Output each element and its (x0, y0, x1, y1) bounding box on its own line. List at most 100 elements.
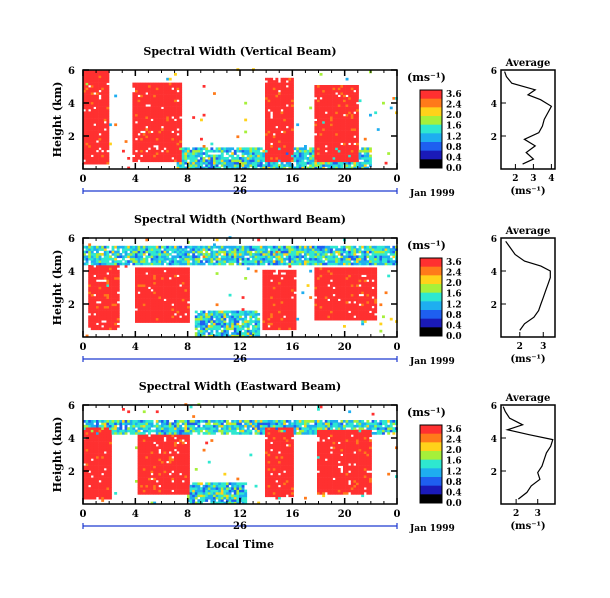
heatmap-cell (163, 152, 167, 155)
heatmap-cell (101, 135, 105, 139)
heatmap-cell (187, 317, 190, 321)
heatmap-cell (337, 147, 341, 151)
heatmap-cell (137, 250, 141, 254)
heatmap-cell (205, 164, 209, 167)
heatmap-cell (155, 116, 159, 119)
heatmap-cell (137, 137, 141, 141)
heatmap-cell (194, 248, 198, 251)
heatmap-cell (163, 260, 167, 263)
heatmap-cell (322, 291, 326, 295)
heatmap-cell (197, 245, 201, 249)
heatmap-cell (85, 125, 89, 129)
heatmap-cell (319, 106, 323, 110)
heatmap-cell (283, 257, 287, 261)
heatmap-cell (252, 245, 255, 249)
heatmap-cell (345, 315, 349, 319)
heatmap-cell (272, 154, 276, 158)
heatmap-cell (171, 301, 175, 304)
heatmap-cell (239, 250, 242, 254)
heatmap-cell (98, 248, 102, 251)
heatmap-cell (363, 298, 367, 302)
heatmap-cell (265, 298, 268, 302)
heatmap-cell (278, 277, 281, 280)
heatmap-cell (163, 286, 167, 290)
heatmap-cell (187, 269, 190, 273)
heatmap-cell (98, 313, 102, 316)
heatmap-cell (101, 315, 105, 319)
heatmap-cell (158, 298, 162, 302)
heatmap-cell (174, 130, 177, 134)
heatmap-cell (101, 116, 105, 119)
heatmap-cell (140, 289, 144, 292)
heatmap-cell (252, 320, 255, 323)
heatmap-cell (324, 284, 328, 287)
heatmap-cell (148, 111, 151, 115)
heatmap-cell (236, 248, 240, 251)
heatmap-cell (288, 94, 292, 98)
heatmap-cell (348, 289, 352, 292)
heatmap-cell (324, 305, 328, 309)
heatmap-cell (244, 277, 248, 280)
heatmap-cell (194, 257, 198, 261)
heatmap-cell (189, 164, 193, 167)
heatmap-cell (176, 109, 180, 112)
heatmap-cell (171, 137, 175, 141)
heatmap-cell (155, 104, 159, 107)
heatmap-cell (202, 255, 206, 259)
heatmap-cell (233, 260, 237, 263)
heatmap-cell (332, 135, 336, 139)
heatmap-cell (324, 274, 328, 278)
heatmap-cell (179, 166, 183, 170)
heatmap-cell (145, 147, 149, 151)
heatmap-cell (265, 94, 268, 98)
heatmap-cell (171, 272, 175, 275)
heatmap-cell (228, 327, 232, 331)
heatmap-cell (161, 284, 164, 287)
heatmap-cell (106, 113, 110, 117)
heatmap-cell (194, 166, 198, 170)
heatmap-cell (236, 329, 240, 333)
heatmap-cell (306, 149, 310, 153)
heatmap-cell (244, 250, 248, 254)
heatmap-cell (176, 262, 180, 266)
heatmap-cell (223, 322, 227, 326)
heatmap-cell (283, 118, 287, 122)
heatmap-cell (90, 277, 94, 280)
heatmap-cell (358, 149, 362, 153)
heatmap-cell (345, 137, 349, 141)
heatmap-cell (98, 269, 102, 273)
heatmap-cell (168, 85, 172, 88)
heatmap-cell (148, 123, 151, 127)
heatmap-cell (283, 260, 287, 263)
heatmap-cell (332, 313, 336, 316)
heatmap-cell (145, 279, 149, 283)
heatmap-cell (223, 327, 227, 331)
panel-1: Spectral Width (Vertical Beam)0 4 8 12 16 20 0… (51, 45, 556, 199)
heatmap-cell (88, 89, 92, 93)
heatmap-cell (140, 250, 144, 254)
heatmap-cell (288, 291, 292, 295)
heatmap-cell (132, 109, 136, 112)
heatmap-cell (213, 166, 216, 170)
heatmap-cell (343, 245, 346, 249)
heatmap-cell (275, 159, 279, 163)
heatmap-cell (215, 149, 219, 153)
heatmap-cell (335, 121, 339, 124)
heatmap-cell (324, 121, 328, 124)
heatmap-cell (166, 123, 170, 127)
heatmap-cell (90, 308, 94, 311)
panel-2: Spectral Width (Northward Beam)0 4 8 12 16 20… (51, 213, 556, 367)
heatmap-cell (337, 293, 341, 297)
heatmap-cell (317, 123, 320, 127)
heatmap-cell (88, 161, 92, 165)
heatmap-cell (153, 101, 157, 105)
heatmap-cell (98, 104, 102, 107)
heatmap-cell (324, 89, 328, 93)
heatmap-cell (98, 298, 102, 302)
heatmap-cell (150, 137, 154, 141)
heatmap-cell (90, 85, 94, 88)
heatmap-cell (369, 157, 372, 160)
heatmap-cell (291, 121, 294, 124)
heatmap-cell (93, 94, 97, 98)
heatmap-cell (330, 161, 333, 165)
